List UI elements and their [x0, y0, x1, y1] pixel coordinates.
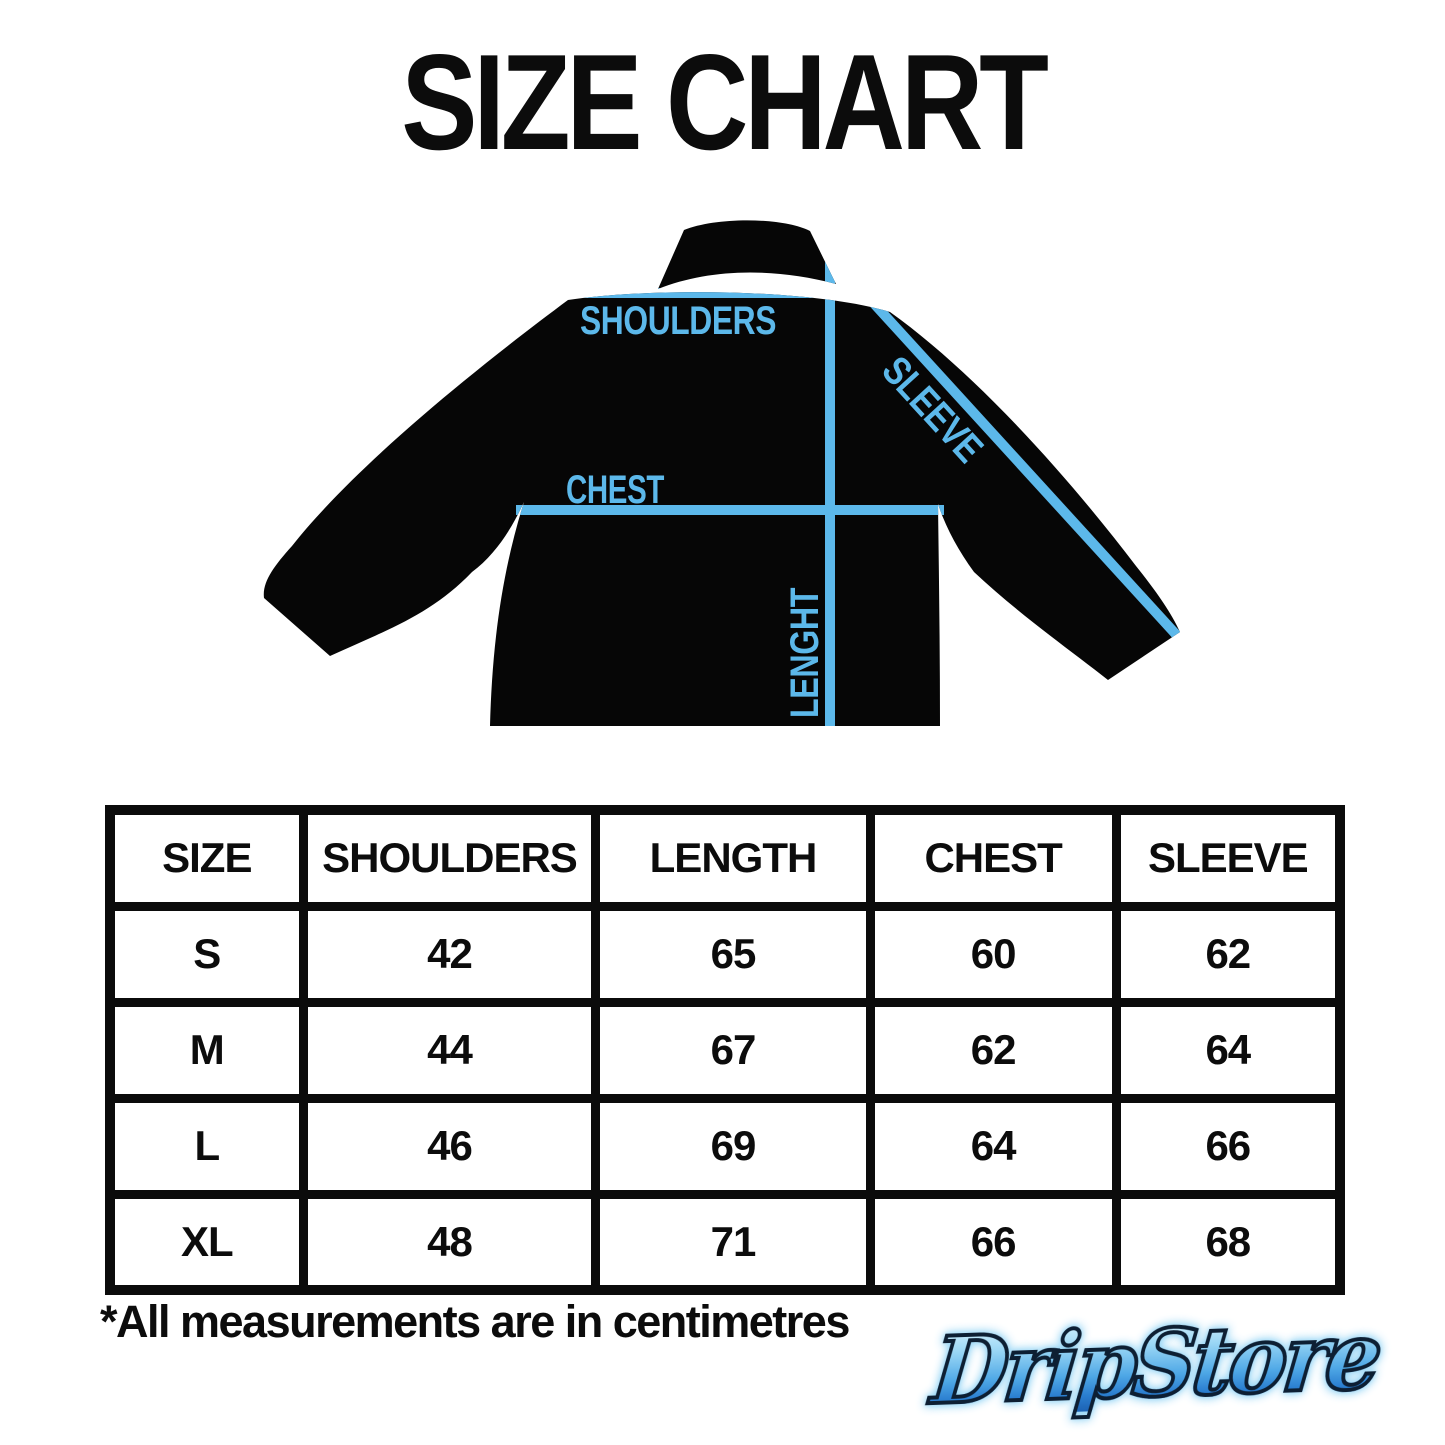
jacket-collar-silhouette	[658, 220, 836, 289]
table-header-row: SIZE SHOULDERS LENGTH CHEST SLEEVE	[105, 805, 1345, 911]
jacket-diagram: SHOULDERS CHEST LENGHT SLEEVE	[263, 220, 1180, 727]
sleeve-measure-line	[843, 270, 1180, 656]
header-sleeve: SLEEVE	[1111, 805, 1345, 911]
cell-value: 60	[865, 901, 1121, 1007]
header-shoulders: SHOULDERS	[298, 805, 601, 911]
brand-logo: DripStore	[905, 1288, 1405, 1438]
table-row: XL 48 71 66 68	[105, 1189, 1345, 1295]
cell-value: 66	[1111, 1093, 1345, 1199]
shoulders-label: SHOULDERS	[580, 299, 776, 343]
header-size: SIZE	[105, 805, 308, 911]
cell-value: 64	[1111, 997, 1345, 1103]
brand-logo-text: DripStore	[925, 1299, 1385, 1427]
cell-value: 64	[865, 1093, 1121, 1199]
cell-value: 65	[591, 901, 875, 1007]
table-row: M 44 67 62 64	[105, 997, 1345, 1103]
cell-value: 67	[591, 997, 875, 1103]
table-row: S 42 65 60 62	[105, 901, 1345, 1007]
cell-value: 48	[298, 1189, 601, 1295]
cell-size: M	[105, 997, 308, 1103]
cell-value: 68	[1111, 1189, 1345, 1295]
cell-size: S	[105, 901, 308, 1007]
length-label: LENGHT	[783, 588, 827, 718]
cell-size: L	[105, 1093, 308, 1199]
cell-value: 44	[298, 997, 601, 1103]
page-title-text: SIZE CHART	[400, 26, 1049, 178]
size-table: SIZE SHOULDERS LENGTH CHEST SLEEVE S 42 …	[105, 805, 1345, 1295]
cell-value: 71	[591, 1189, 875, 1295]
cell-value: 46	[298, 1093, 601, 1199]
chest-label: CHEST	[566, 468, 664, 512]
page-title: SIZE CHART	[0, 34, 1445, 170]
header-length: LENGTH	[591, 805, 875, 911]
cell-value: 42	[298, 901, 601, 1007]
cell-size: XL	[105, 1189, 308, 1295]
cell-value: 62	[865, 997, 1121, 1103]
header-chest: CHEST	[865, 805, 1121, 911]
cell-value: 69	[591, 1093, 875, 1199]
cell-value: 66	[865, 1189, 1121, 1295]
footnote: *All measurements are in centimetres	[100, 1296, 850, 1347]
table-row: L 46 69 64 66	[105, 1093, 1345, 1199]
cell-value: 62	[1111, 901, 1345, 1007]
